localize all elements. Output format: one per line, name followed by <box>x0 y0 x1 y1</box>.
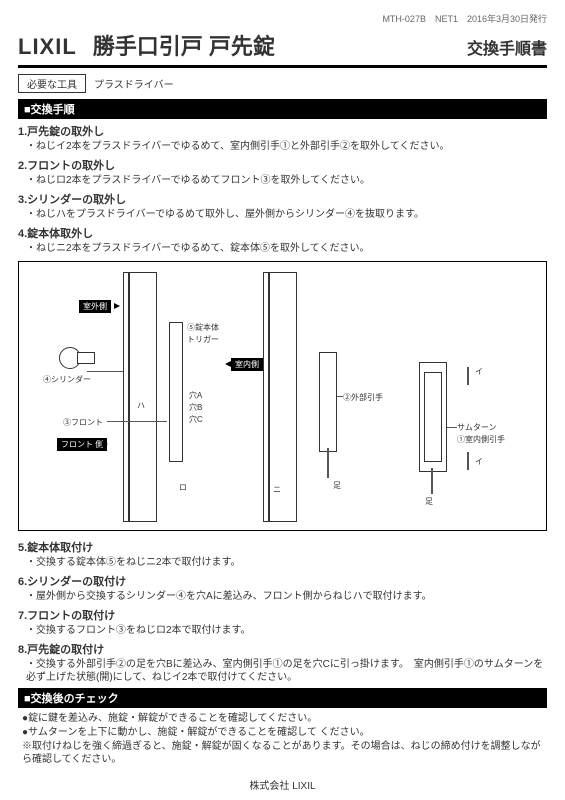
step-desc: ・ねじロ2本をプラスドライバーでゆるめてフロント③を取外してください。 <box>26 174 547 187</box>
label-outdoor: 室外側 <box>79 300 111 313</box>
label-holeA: 穴A <box>189 390 202 401</box>
label-i2: イ <box>475 456 483 467</box>
logo: LIXIL <box>18 34 77 60</box>
step-title: 3.シリンダーの取外し <box>18 191 547 207</box>
tool-value: プラスドライバー <box>94 76 174 91</box>
label-front-part: ③フロント <box>63 417 103 428</box>
step-desc: ・ねじニ2本をプラスドライバーでゆるめて、錠本体⑤を取外してください。 <box>26 242 547 255</box>
label-cylinder: ④シリンダー <box>43 374 91 385</box>
step-title: 5.錠本体取付け <box>18 539 547 555</box>
section-check: ■交換後のチェック <box>18 688 547 708</box>
label-ha: ハ <box>137 400 145 411</box>
label-lockbody: ⑤錠本体 <box>187 322 219 333</box>
label-int-handle: ①室内側引手 <box>457 434 505 445</box>
label-foot1: 足 <box>333 480 341 491</box>
section-procedure: ■交換手順 <box>18 99 547 119</box>
main-title: 勝手口引戸 戸先錠 <box>93 29 275 61</box>
check-item: ●サムターンを上下に動かし、施錠・解錠ができることを確認して ください。 <box>22 726 547 739</box>
title-row: LIXIL 勝手口引戸 戸先錠 交換手順書 <box>18 29 547 68</box>
label-foot2: 足 <box>425 496 433 507</box>
step-title: 1.戸先錠の取外し <box>18 123 547 139</box>
step-title: 4.錠本体取外し <box>18 225 547 241</box>
tool-row: 必要な工具 プラスドライバー <box>18 74 547 93</box>
step-title: 2.フロントの取外し <box>18 157 547 173</box>
step-title: 7.フロントの取付け <box>18 607 547 623</box>
step-title: 6.シリンダーの取付け <box>18 573 547 589</box>
step-desc: ・ねじハをプラスドライバーでゆるめて取外し、屋外側からシリンダー④を抜取ります。 <box>26 208 547 221</box>
label-i1: イ <box>475 366 483 377</box>
label-trigger: トリガー <box>187 334 219 345</box>
sub-title: 交換手順書 <box>467 35 547 59</box>
step-title: 8.戸先錠の取付け <box>18 641 547 657</box>
label-holeB: 穴B <box>189 402 202 413</box>
step-desc: ・交換する外部引手②の足を穴Bに差込み、室内側引手①の足を穴Cに引っ掛けます。 … <box>26 658 547 684</box>
label-holeC: 穴C <box>189 414 203 425</box>
check-item: ※取付けねじを強く締過ぎると、施錠・解錠が固くなることがあります。その場合は、ね… <box>22 740 547 766</box>
doc-meta: MTH-027B NET1 2016年3月30日発行 <box>18 12 547 25</box>
step-desc: ・ねじイ2本をプラスドライバーでゆるめて、室内側引手①と外部引手②を取外してくだ… <box>26 140 547 153</box>
step-desc: ・交換する錠本体⑤をねじニ2本で取付けます。 <box>26 556 547 569</box>
footer: 株式会社 LIXIL <box>0 777 565 792</box>
tool-label: 必要な工具 <box>18 74 86 93</box>
label-ext-handle: ②外部引手 <box>343 392 383 403</box>
label-thumbturn: サムターン <box>457 422 496 433</box>
step-desc: ・屋外側から交換するシリンダー④を穴Aに差込み、フロント側からねじハで取付けます… <box>26 590 547 603</box>
label-ni: ニ <box>273 484 281 495</box>
label-ro: ロ <box>179 482 187 493</box>
diagram: 室外側 フロント 側 ④シリンダー ③フロント ⑤錠本体 トリガー ハ 穴A 穴… <box>18 261 547 531</box>
label-front: フロント 側 <box>57 438 107 451</box>
check-item: ●錠に鍵を差込み、施錠・解錠ができることを確認してください。 <box>22 712 547 725</box>
label-indoor: 室内側 <box>231 358 263 371</box>
step-desc: ・交換するフロント③をねじロ2本で取付けます。 <box>26 624 547 637</box>
